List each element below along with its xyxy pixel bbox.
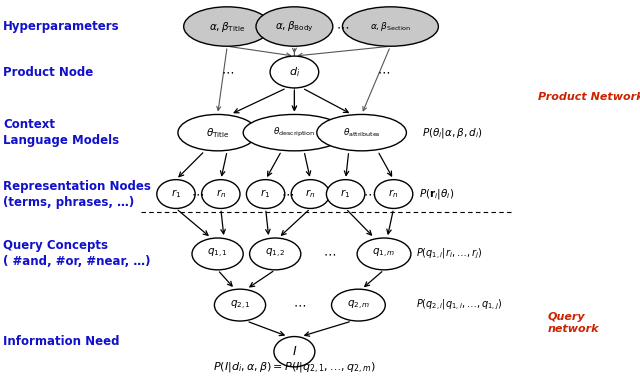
Ellipse shape [250,238,301,270]
Text: Hyperparameters: Hyperparameters [3,20,120,33]
Text: Product Node: Product Node [3,66,93,78]
Ellipse shape [202,180,240,208]
Text: $\alpha,\beta_{\mathrm{Section}}$: $\alpha,\beta_{\mathrm{Section}}$ [370,20,411,33]
Text: $\theta_{\mathrm{Title}}$: $\theta_{\mathrm{Title}}$ [205,126,230,139]
Text: $q_{1,2}$: $q_{1,2}$ [265,247,285,260]
Text: $\theta_{\mathrm{description}}$: $\theta_{\mathrm{description}}$ [273,126,316,139]
Ellipse shape [192,238,243,270]
Ellipse shape [246,180,285,208]
Text: Query Concepts
( #and, #or, #near, …): Query Concepts ( #and, #or, #near, …) [3,240,150,268]
Text: $\alpha,\beta_{\mathrm{Title}}$: $\alpha,\beta_{\mathrm{Title}}$ [209,20,245,33]
Text: $r_n$: $r_n$ [305,188,316,200]
Text: $r_1$: $r_1$ [340,188,351,200]
Text: $\cdots$: $\cdots$ [364,188,376,200]
Ellipse shape [270,56,319,88]
Ellipse shape [332,289,385,321]
Text: $r_1$: $r_1$ [171,188,181,200]
Ellipse shape [178,114,257,151]
Text: $\alpha,\beta_{\mathrm{Body}}$: $\alpha,\beta_{\mathrm{Body}}$ [275,19,314,34]
Ellipse shape [357,238,411,270]
Ellipse shape [317,114,406,151]
Text: $P(\theta_i|\alpha,\beta,d_i)$: $P(\theta_i|\alpha,\beta,d_i)$ [422,126,483,139]
Text: $\cdots$: $\cdots$ [323,247,336,260]
Text: $P(q_{2,i}|q_{1,i}, \ldots, q_{1,j})$: $P(q_{2,i}|q_{1,i}, \ldots, q_{1,j})$ [416,298,502,312]
Text: $d_i$: $d_i$ [289,65,300,79]
Text: $\cdots$: $\cdots$ [221,66,234,78]
Text: $r_1$: $r_1$ [260,188,271,200]
Text: Context
Language Models: Context Language Models [3,118,119,147]
Text: $\cdots$: $\cdots$ [336,20,349,33]
Text: $\cdots$: $\cdots$ [191,188,204,200]
Text: Product Network: Product Network [538,92,640,102]
Text: $r_n$: $r_n$ [388,188,399,200]
Text: $\cdots$: $\cdots$ [282,188,294,200]
Ellipse shape [374,180,413,208]
Text: $P(I|d_i,\alpha,\beta) = P(I|q_{2,1}, \ldots, q_{2,m})$: $P(I|d_i,\alpha,\beta) = P(I|q_{2,1}, \l… [213,360,376,375]
Text: Query
network: Query network [547,312,598,334]
Text: $q_{2,1}$: $q_{2,1}$ [230,299,250,312]
Text: $\cdots$: $\cdots$ [378,66,390,78]
Text: $r_n$: $r_n$ [216,188,226,200]
Ellipse shape [291,180,330,208]
Ellipse shape [157,180,195,208]
Ellipse shape [256,7,333,46]
Text: $q_{2,m}$: $q_{2,m}$ [347,299,370,312]
Text: $P(q_{1,i}|r_i, \ldots, r_j)$: $P(q_{1,i}|r_i, \ldots, r_j)$ [416,247,483,261]
Ellipse shape [326,180,365,208]
Text: $q_{1,1}$: $q_{1,1}$ [207,247,228,260]
Text: $P(\mathbf{r}_i|\theta_i)$: $P(\mathbf{r}_i|\theta_i)$ [419,187,454,201]
Ellipse shape [243,114,346,151]
Text: $\cdots$: $\cdots$ [293,299,306,312]
Text: $\theta_{\mathrm{attributes}}$: $\theta_{\mathrm{attributes}}$ [342,127,381,139]
Text: Information Need: Information Need [3,335,120,348]
Ellipse shape [214,289,266,321]
Text: $q_{1,m}$: $q_{1,m}$ [372,247,396,260]
Ellipse shape [184,7,271,46]
Ellipse shape [274,337,315,367]
Ellipse shape [342,7,438,46]
Text: Representation Nodes
(terms, phrases, …): Representation Nodes (terms, phrases, …) [3,180,151,208]
Text: $I$: $I$ [292,345,297,358]
